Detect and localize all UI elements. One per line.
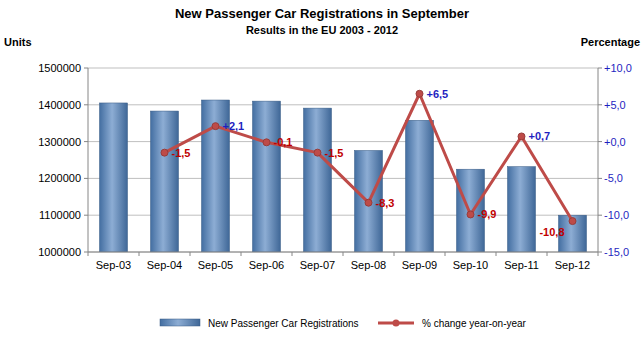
- x-tick: [241, 252, 242, 256]
- grid-line: [88, 68, 598, 69]
- title: New Passenger Car Registrations in Septe…: [175, 6, 469, 21]
- x-tick: [547, 252, 548, 256]
- y2-tick: [598, 141, 602, 142]
- y-axis-line: [88, 68, 89, 252]
- data-label: -1,5: [325, 147, 344, 159]
- y-tick: [84, 252, 88, 253]
- x-tick-label: Sep-06: [249, 259, 284, 271]
- line-marker: [263, 139, 270, 146]
- x-tick-label: Sep-08: [351, 259, 386, 271]
- y2-tick: [598, 215, 602, 216]
- x-tick-label: Sep-05: [198, 259, 233, 271]
- line-marker: [161, 149, 168, 156]
- x-tick-label: Sep-04: [147, 259, 182, 271]
- data-label: -10,8: [539, 226, 564, 238]
- y2-tick-label: -15,0: [604, 246, 629, 258]
- line-marker: [569, 218, 576, 225]
- x-tick: [88, 252, 89, 256]
- y2-tick: [598, 252, 602, 253]
- data-label: -1,5: [172, 147, 191, 159]
- data-label: +0,7: [529, 130, 551, 142]
- y-tick: [84, 215, 88, 216]
- x-tick: [139, 252, 140, 256]
- y2-tick-label: -10,0: [604, 209, 629, 221]
- y-tick-label: 1100000: [39, 209, 81, 221]
- y2-axis-label: Percentage: [581, 36, 640, 48]
- data-label: +6,5: [427, 88, 449, 100]
- y-tick-label: 1400000: [38, 99, 81, 111]
- x-tick: [598, 252, 599, 256]
- bar: [304, 108, 332, 252]
- bar: [151, 111, 179, 252]
- y-tick-label: 1300000: [38, 136, 81, 148]
- y-tick: [84, 178, 88, 179]
- chart-svg: New Passenger Car Registrations in Septe…: [0, 0, 644, 338]
- y2-tick: [598, 178, 602, 179]
- line-marker: [467, 211, 474, 218]
- data-label: -8,3: [376, 197, 395, 209]
- subtitle: Results in the EU 2003 - 2012: [246, 24, 398, 36]
- line-marker: [416, 90, 423, 97]
- bar: [253, 101, 281, 252]
- x-tick-label: Sep-03: [96, 259, 131, 271]
- line-marker: [518, 133, 525, 140]
- y2-tick-label: +0,0: [604, 136, 626, 148]
- x-tick-label: Sep-09: [402, 259, 437, 271]
- bar: [508, 167, 536, 252]
- legend-marker: [393, 320, 400, 327]
- y-tick-label: 1200000: [38, 172, 81, 184]
- x-tick-label: Sep-12: [555, 259, 590, 271]
- x-tick: [496, 252, 497, 256]
- y2-tick-label: -5,0: [604, 172, 623, 184]
- line-marker: [365, 199, 372, 206]
- plot-area: [100, 90, 587, 252]
- x-tick: [343, 252, 344, 256]
- data-labels: -1,5 +2,1 -0,1 -1,5 -8,3 +6,5 -9,9 +0,7 -10,8: [172, 88, 565, 238]
- legend-label: % change year-on-year: [422, 318, 527, 329]
- y-tick-label: 1500000: [38, 62, 81, 74]
- y2-tick: [598, 104, 602, 105]
- y-tick: [84, 68, 88, 69]
- x-tick: [394, 252, 395, 256]
- line-marker: [212, 123, 219, 130]
- legend-swatch: [160, 319, 200, 326]
- data-label: +2,1: [223, 120, 245, 132]
- y2-tick-label: +5,0: [604, 99, 626, 111]
- y-tick: [84, 104, 88, 105]
- y2-tick: [598, 68, 602, 69]
- x-tick-label: Sep-07: [300, 259, 335, 271]
- y-tick-label: 1000000: [38, 246, 81, 258]
- data-label: -0,1: [274, 136, 293, 148]
- y-tick: [84, 141, 88, 142]
- line-marker: [314, 149, 321, 156]
- data-label: -9,9: [478, 208, 497, 220]
- x-tick-label: Sep-11: [504, 259, 539, 271]
- line: [165, 94, 573, 221]
- grid-line: [88, 104, 598, 105]
- bar: [100, 103, 128, 252]
- y-axis-label: Units: [4, 36, 32, 48]
- y2-axis-line: [598, 68, 599, 252]
- bar: [406, 120, 434, 252]
- legend-label: New Passenger Car Registrations: [208, 318, 359, 329]
- x-tick: [445, 252, 446, 256]
- x-tick-label: Sep-10: [453, 259, 488, 271]
- chart-container: New Passenger Car Registrations in Septe…: [0, 0, 644, 338]
- x-tick: [190, 252, 191, 256]
- y2-tick-label: +10,0: [604, 62, 632, 74]
- x-tick: [292, 252, 293, 256]
